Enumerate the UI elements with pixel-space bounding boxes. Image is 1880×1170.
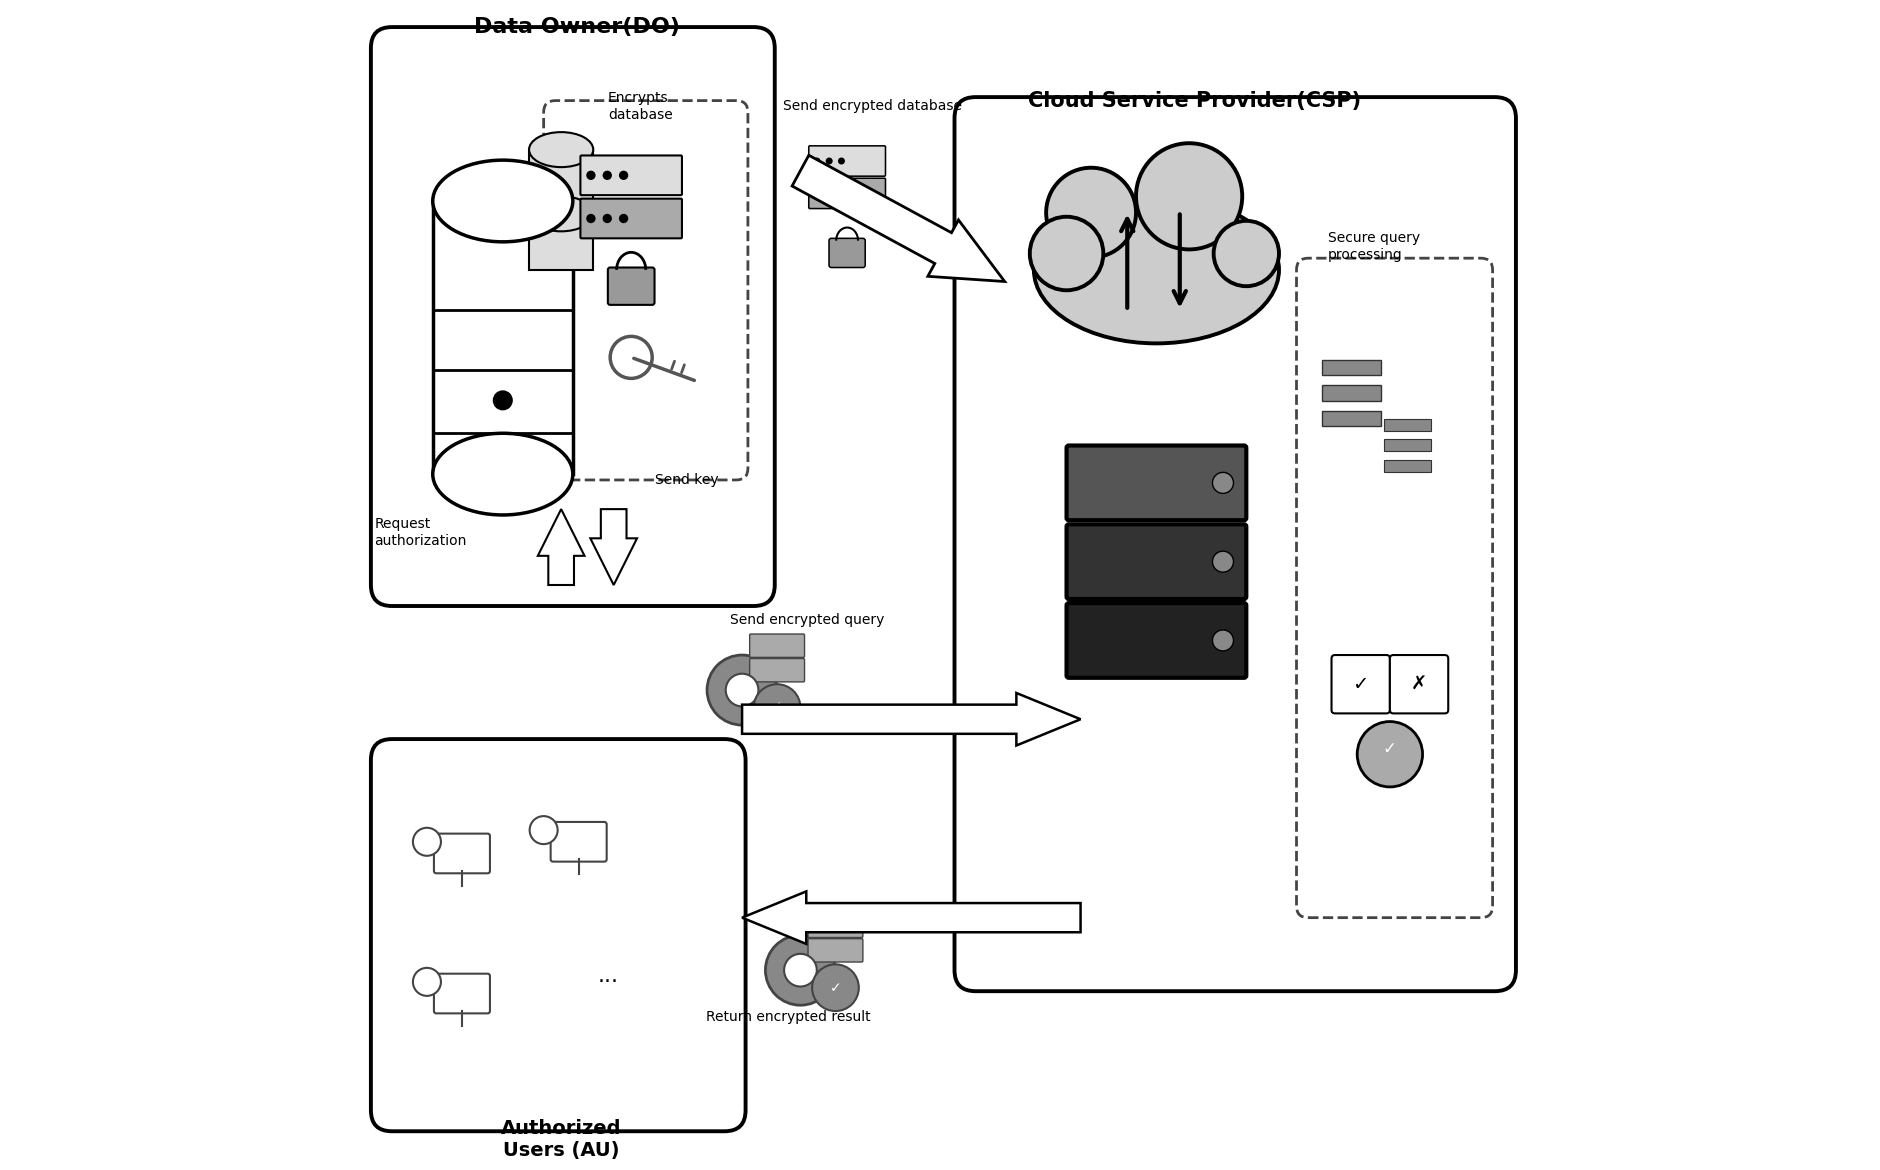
FancyBboxPatch shape [551,823,607,861]
Circle shape [602,171,611,180]
Bar [1322,411,1380,426]
Circle shape [812,964,859,1011]
FancyBboxPatch shape [750,659,805,682]
Circle shape [812,158,820,165]
FancyArrow shape [791,156,1004,282]
Circle shape [1357,722,1421,787]
Bar [1322,385,1380,400]
FancyArrow shape [538,509,585,585]
FancyBboxPatch shape [808,146,885,177]
Ellipse shape [1028,216,1104,290]
Circle shape [414,968,440,996]
Text: Encrypts
database: Encrypts database [607,91,673,122]
FancyBboxPatch shape [581,199,682,239]
Bar [432,201,573,474]
FancyBboxPatch shape [1295,259,1493,917]
FancyBboxPatch shape [1389,655,1448,714]
FancyBboxPatch shape [1331,655,1389,714]
Circle shape [784,954,816,986]
FancyBboxPatch shape [808,914,863,937]
Text: ✓: ✓ [1382,739,1397,757]
FancyArrow shape [590,509,637,585]
FancyBboxPatch shape [808,178,885,208]
FancyBboxPatch shape [750,634,805,658]
Ellipse shape [1045,167,1136,257]
Circle shape [587,171,596,180]
Bar [1384,439,1431,452]
FancyBboxPatch shape [370,27,775,606]
Ellipse shape [432,160,573,242]
Circle shape [414,828,440,855]
Bar [1384,419,1431,431]
FancyBboxPatch shape [434,973,489,1013]
Circle shape [765,935,835,1005]
Bar [528,150,592,206]
FancyBboxPatch shape [808,938,863,962]
Circle shape [707,655,776,725]
Circle shape [754,684,801,731]
Circle shape [619,171,628,180]
Text: ✗: ✗ [1410,675,1427,694]
Ellipse shape [1034,197,1278,343]
Circle shape [1213,473,1233,494]
Bar [1384,460,1431,472]
Text: Return encrypted result: Return encrypted result [707,1010,870,1024]
FancyArrow shape [743,892,1079,944]
Text: Request
authorization: Request authorization [374,517,466,548]
FancyBboxPatch shape [829,239,865,268]
Text: ✓: ✓ [829,980,840,994]
Text: Data Owner(DO): Data Owner(DO) [474,18,679,37]
FancyBboxPatch shape [434,833,489,873]
FancyArrow shape [743,693,1079,745]
Circle shape [587,214,596,223]
Circle shape [1213,551,1233,572]
Ellipse shape [1213,221,1278,287]
Text: Send key: Send key [654,473,718,487]
Circle shape [825,158,833,165]
Text: ✓: ✓ [771,701,782,715]
FancyBboxPatch shape [543,101,748,480]
Circle shape [726,674,758,707]
FancyBboxPatch shape [1066,603,1246,677]
Ellipse shape [528,197,592,232]
Circle shape [837,190,844,197]
FancyBboxPatch shape [953,97,1515,991]
Text: Secure query
processing: Secure query processing [1327,232,1419,262]
Circle shape [602,214,611,223]
Text: Send encrypted query: Send encrypted query [729,613,884,627]
Ellipse shape [528,132,592,167]
FancyBboxPatch shape [1066,446,1246,521]
Circle shape [493,391,511,410]
Ellipse shape [1136,143,1241,249]
Circle shape [619,214,628,223]
FancyBboxPatch shape [1066,524,1246,599]
Bar [1322,359,1380,374]
Text: Authorized
Users (AU): Authorized Users (AU) [500,1119,620,1159]
Circle shape [1213,629,1233,651]
FancyBboxPatch shape [581,156,682,195]
Circle shape [837,158,844,165]
Bar [528,214,592,270]
Text: ✓: ✓ [1352,675,1369,694]
Ellipse shape [432,433,573,515]
FancyBboxPatch shape [370,739,744,1131]
Text: Send encrypted database: Send encrypted database [782,99,961,113]
Circle shape [825,190,833,197]
Circle shape [530,817,556,844]
Circle shape [812,190,820,197]
Text: Cloud Service Provider(CSP): Cloud Service Provider(CSP) [1028,90,1361,111]
Text: ...: ... [598,966,619,986]
FancyBboxPatch shape [607,268,654,305]
